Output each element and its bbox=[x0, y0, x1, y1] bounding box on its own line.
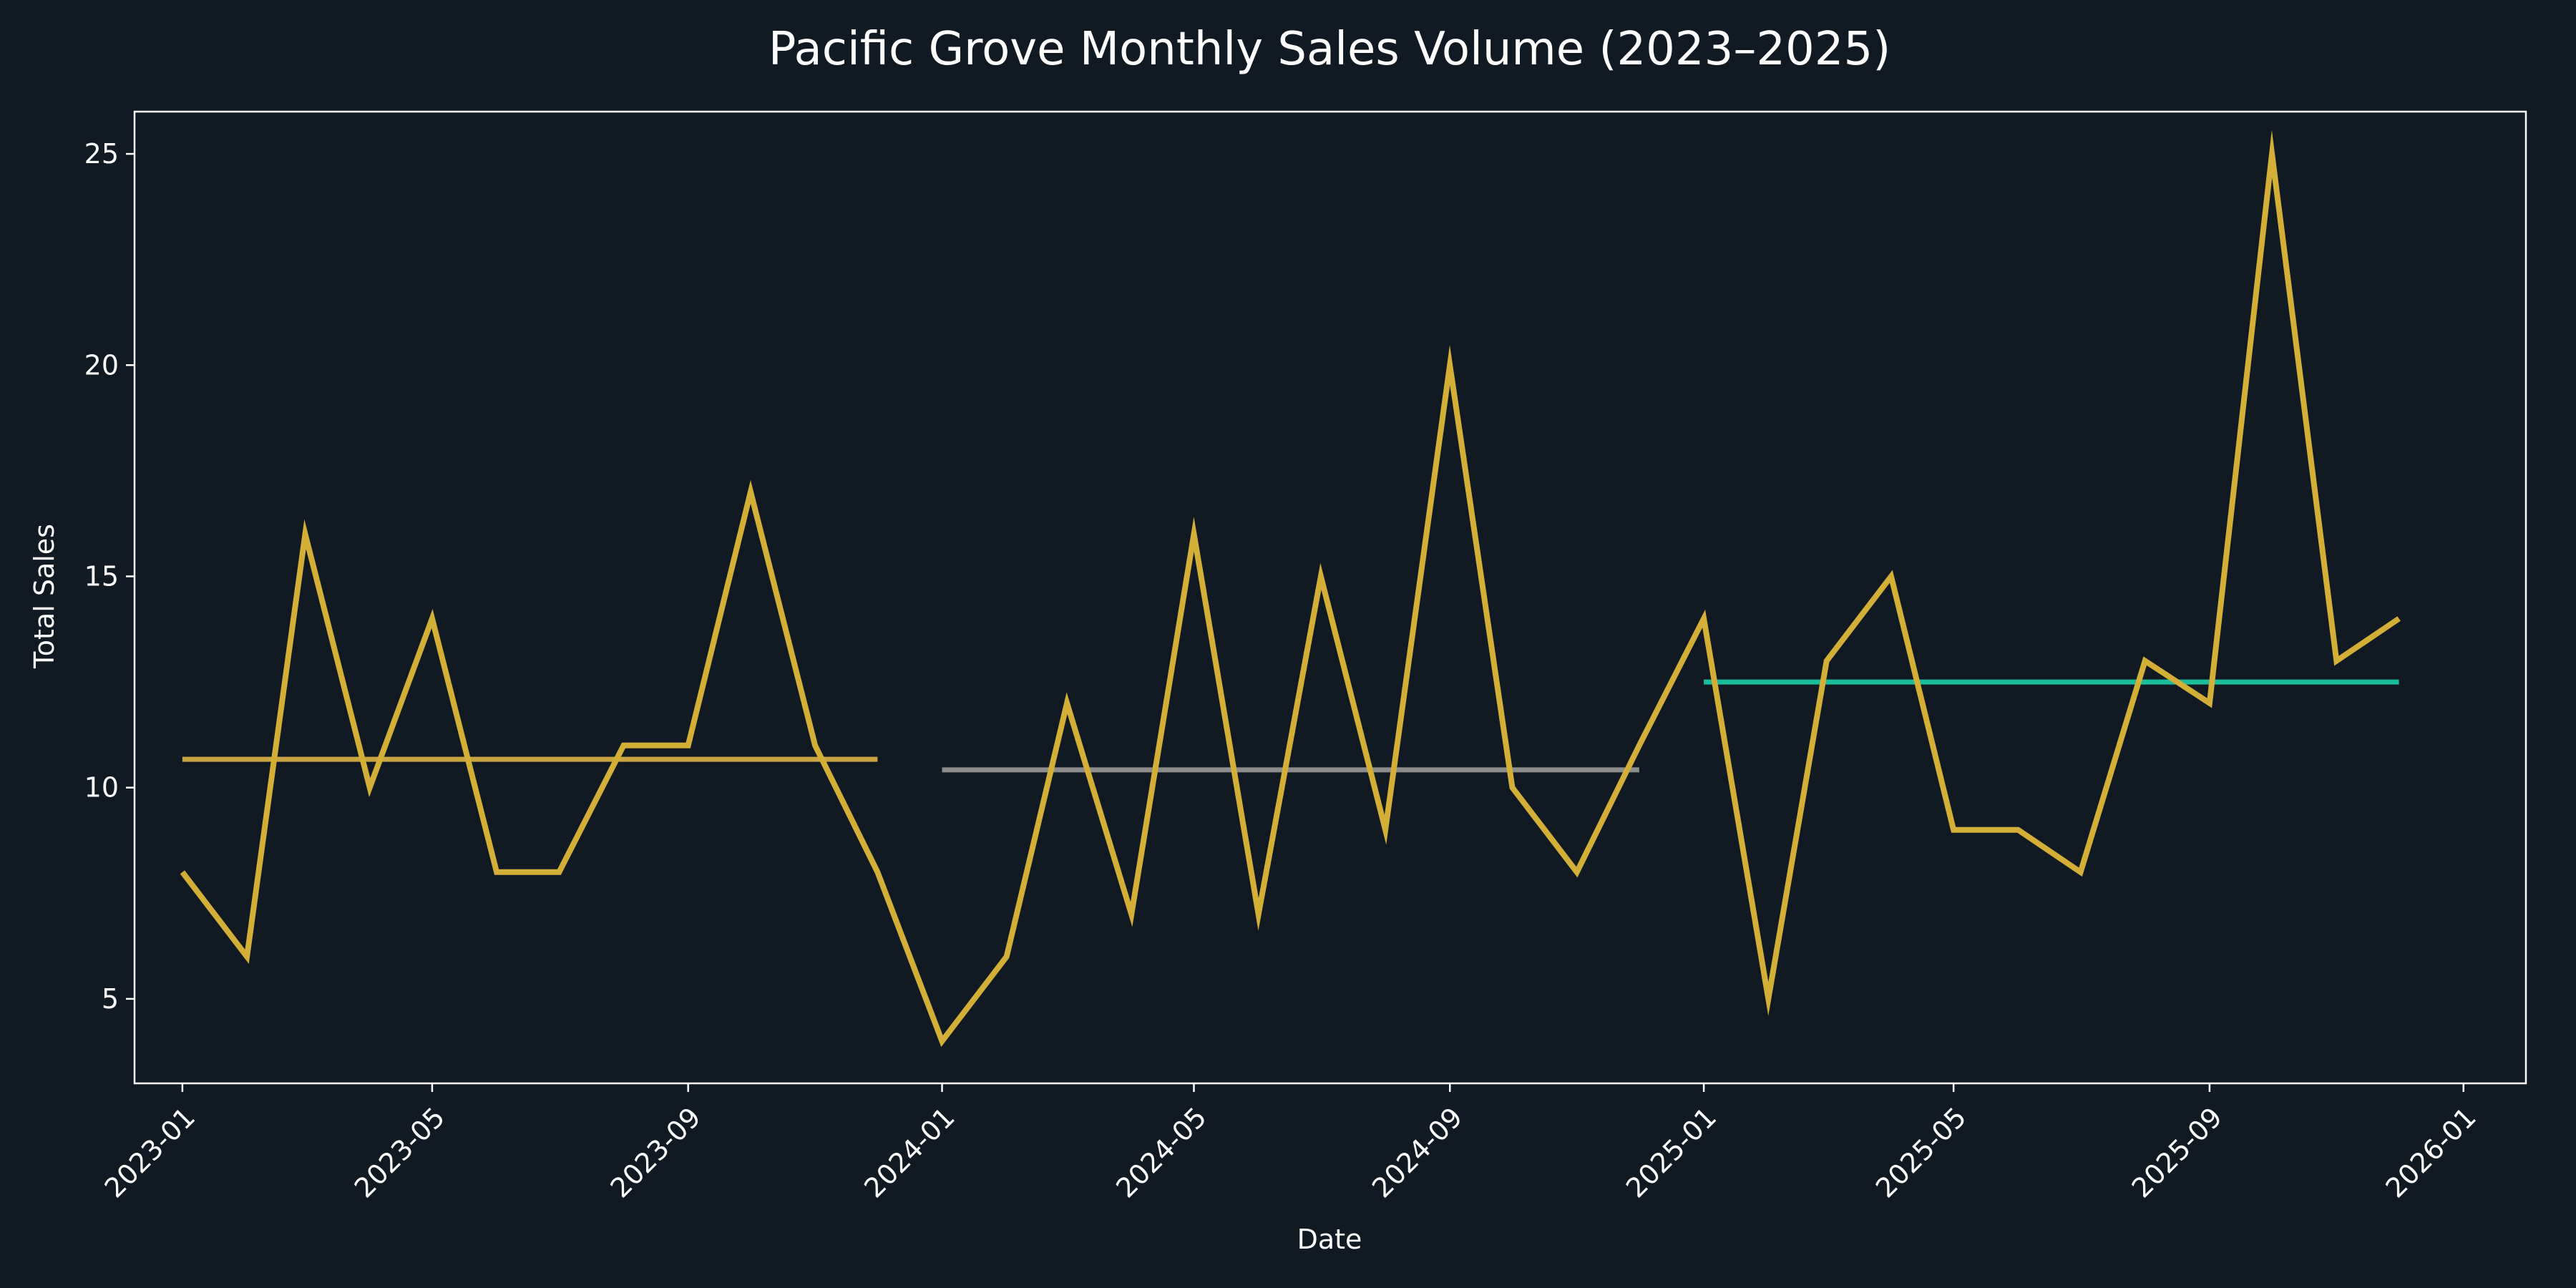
x-tick-label: 2023-05 bbox=[348, 1101, 451, 1204]
y-tick-label: 5 bbox=[102, 983, 119, 1015]
reference-lines bbox=[182, 679, 2399, 773]
y-tick-label: 10 bbox=[84, 772, 119, 804]
x-axis-label: Date bbox=[1297, 1224, 1362, 1255]
x-tick-label: 2025-05 bbox=[1870, 1101, 1972, 1204]
y-axis-ticks: 5 10 15 20 25 bbox=[84, 138, 135, 1015]
x-tick-label: 2026-01 bbox=[2380, 1101, 2482, 1204]
x-tick-label: 2025-01 bbox=[1620, 1101, 1722, 1204]
x-tick-label: 2024-05 bbox=[1110, 1101, 1212, 1204]
x-tick-label: 2023-09 bbox=[604, 1101, 706, 1204]
x-tick-label: 2025-09 bbox=[2126, 1101, 2228, 1204]
y-axis-label: Total Sales bbox=[29, 524, 60, 669]
series-line-1 bbox=[180, 130, 2401, 1048]
x-tick-label: 2024-01 bbox=[858, 1101, 960, 1204]
chart-title: Pacific Grove Monthly Sales Volume (2023… bbox=[769, 23, 1890, 76]
x-axis-ticks: 2023-01 2023-05 2023-09 2024-01 2024-05 2024-… bbox=[99, 1083, 2482, 1204]
x-tick-label: 2023-01 bbox=[99, 1101, 201, 1204]
y-tick-label: 25 bbox=[84, 138, 119, 170]
series-lines bbox=[180, 130, 2401, 1048]
plot-frame bbox=[133, 110, 2527, 1085]
y-tick-label: 15 bbox=[84, 560, 119, 592]
x-tick-label: 2024-09 bbox=[1366, 1101, 1468, 1204]
y-tick-label: 20 bbox=[84, 349, 119, 381]
